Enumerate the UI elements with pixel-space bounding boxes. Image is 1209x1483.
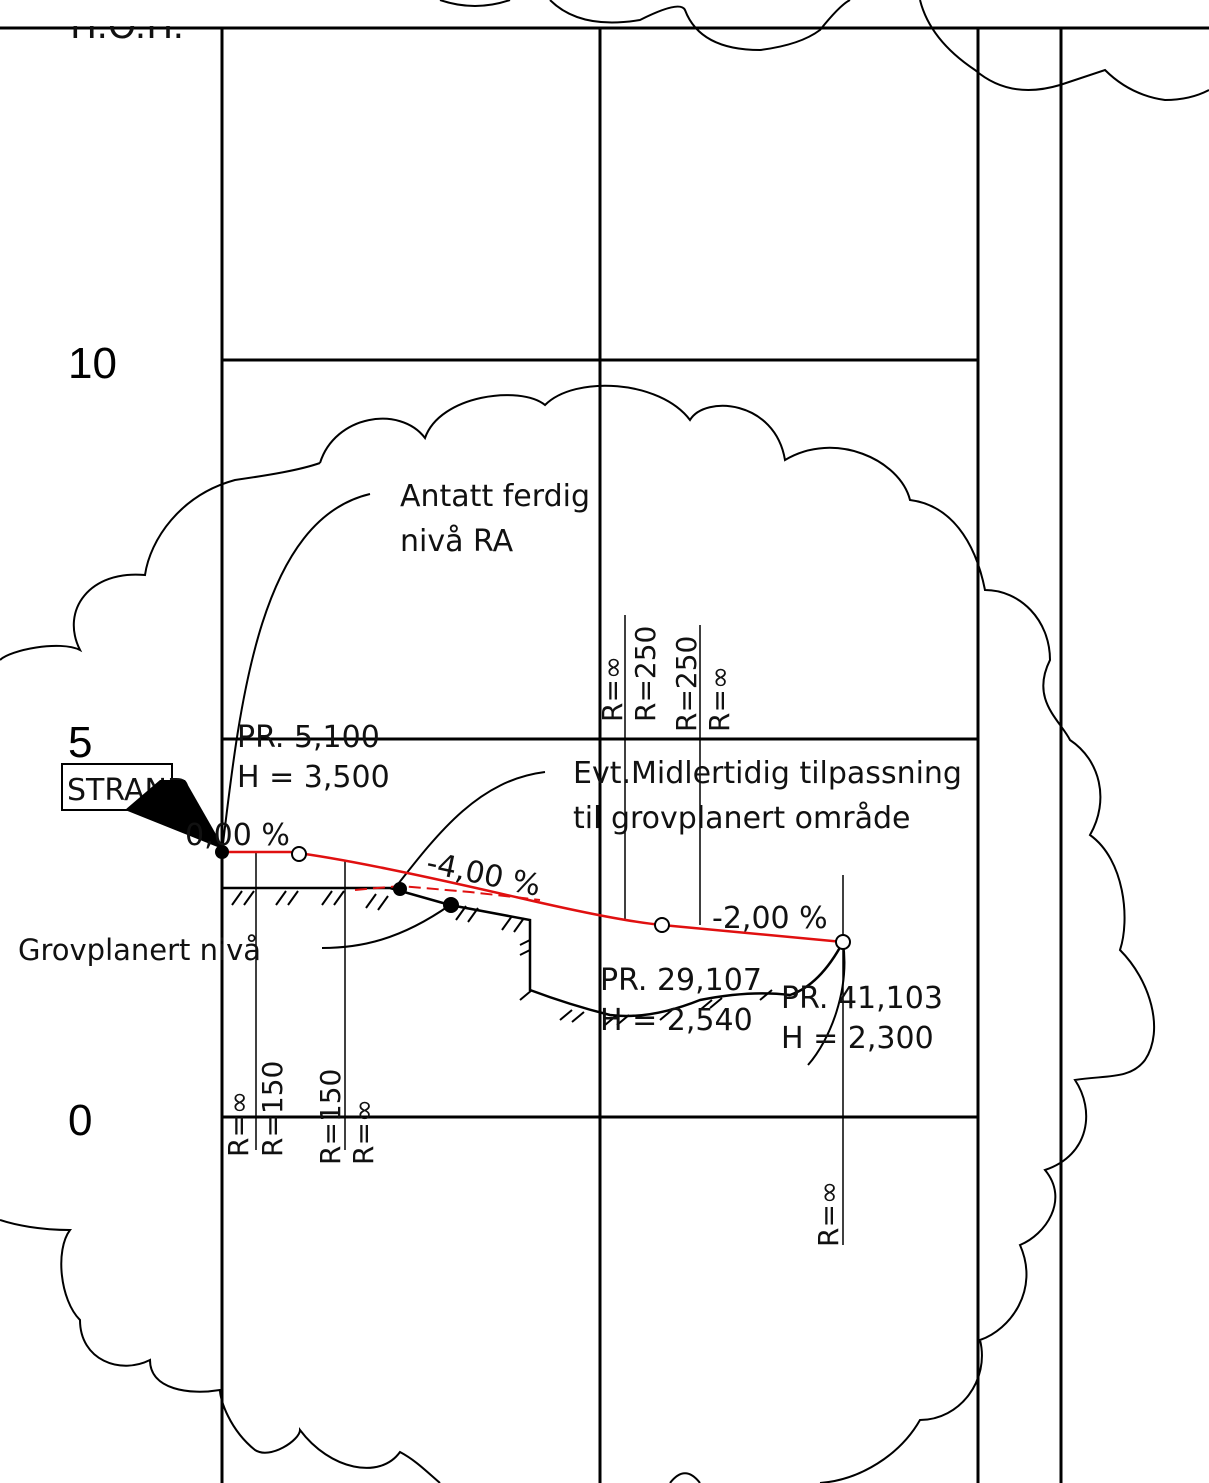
- design-line: [222, 850, 844, 944]
- leaders: [221, 493, 846, 1066]
- radius-bottom-4: R=∞: [347, 1099, 380, 1165]
- note-temporary-fit-2: til grovplanert område: [573, 801, 910, 836]
- point-1-h: H = 3,500: [237, 760, 390, 795]
- grade-3: -2,00 %: [712, 901, 828, 936]
- temporary-fit-line: [354, 884, 541, 901]
- grid: [0, 26, 1209, 1483]
- radius-end: R=∞: [812, 1181, 845, 1247]
- axis-label-10: 10: [68, 339, 117, 388]
- point-3-pr: PR. 41,103: [781, 981, 943, 1016]
- radius-top-3: R=250: [670, 636, 703, 732]
- rough-grade-hatch: [231, 890, 773, 1026]
- point-1-pr: PR. 5,100: [237, 720, 380, 755]
- note-finished-level-2: nivå RA: [400, 524, 514, 559]
- radius-bottom-1: R=∞: [222, 1091, 255, 1157]
- grade-2: -4,00 %: [423, 846, 543, 904]
- rough-grade-line: [222, 886, 845, 1018]
- station-arrow: [125, 780, 225, 850]
- header-mask: [0, 0, 220, 26]
- point-2-pr: PR. 29,107: [600, 963, 762, 998]
- radius-bottom-3: R=150: [314, 1069, 347, 1165]
- radius-top-1: R=∞: [596, 656, 629, 722]
- radius-top-4: R=∞: [703, 666, 736, 732]
- note-rough-level: Grovplanert nivå: [18, 933, 261, 967]
- note-finished-level-1: Antatt ferdig: [400, 479, 590, 514]
- markers: [215, 845, 851, 950]
- axis-label-5: 5: [68, 718, 92, 767]
- point-3-h: H = 2,300: [781, 1021, 934, 1056]
- axis-label-0: 0: [68, 1096, 92, 1145]
- radius-top-2: R=250: [629, 626, 662, 722]
- point-2-h: H = 2,540: [600, 1003, 753, 1038]
- grade-1: 0,00 %: [185, 818, 290, 853]
- radius-bottom-2: R=150: [256, 1061, 289, 1157]
- note-temporary-fit-1: Evt.Midlertidig tilpassning: [573, 756, 962, 791]
